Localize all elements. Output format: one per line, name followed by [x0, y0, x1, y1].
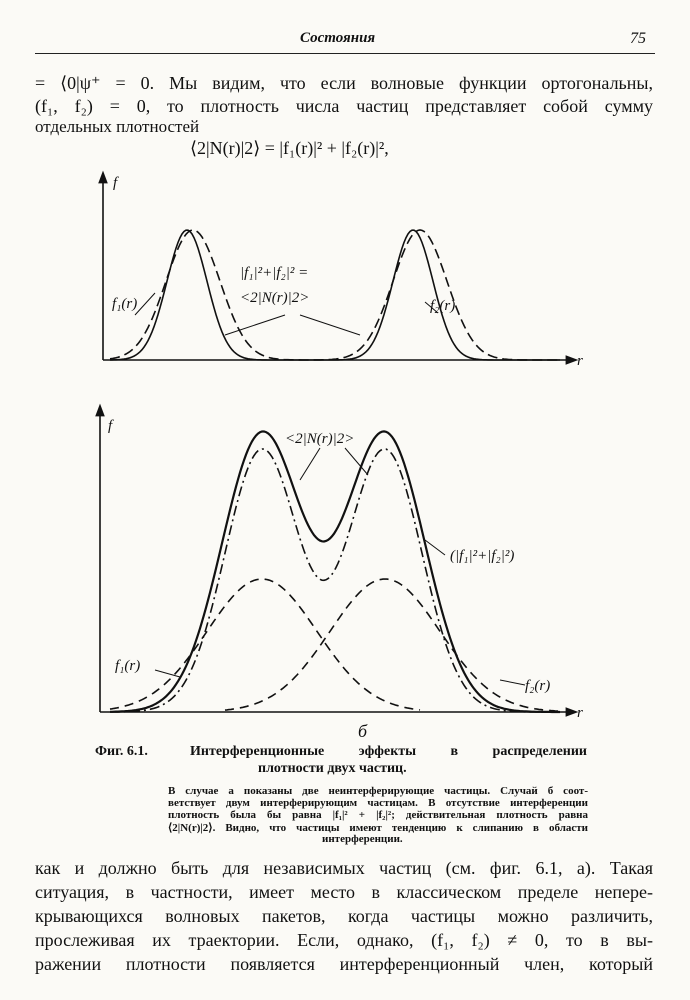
curve-label: f₁(r)	[112, 296, 137, 312]
curve-label: |f₁|²+|f₂|² =	[240, 265, 308, 281]
curve	[109, 578, 421, 711]
axis-label: r	[577, 705, 583, 721]
intro-line: (f₁, f₂) = 0, то плотность числа частиц …	[35, 96, 653, 116]
axis-label: r	[577, 353, 583, 369]
curve	[109, 229, 560, 361]
body-line: прослеживая их траектории. Если, однако,…	[35, 930, 653, 950]
curve-label: <2|N(r)|2>	[285, 431, 354, 447]
axis-label: f	[108, 418, 114, 434]
caption-number: Фиг. 6.1.	[95, 744, 148, 759]
intro-line: отдельных плотностей	[35, 117, 200, 136]
body-line: крывающихся волновых пакетов, когда част…	[35, 906, 653, 926]
curve-label: f₂(r)	[525, 678, 550, 694]
body-line: ражении плотности появляется интерференц…	[35, 954, 653, 974]
figure: f r f₁(r) f₂(r) |f₁|²+|f₂|² = <2|N(r)|2>…	[95, 170, 583, 741]
header-section: Состояния	[300, 30, 376, 46]
note-line: ветствует двум интерферирующим частицам.…	[168, 797, 588, 809]
header-rule	[35, 53, 655, 54]
caption: Интерференционные эффекты в распределени…	[190, 744, 587, 759]
curve	[110, 430, 560, 714]
curve-label: (|f₁|²+|f₂|²)	[450, 548, 514, 564]
note-line: ⟨2|N(r)|2⟩. Видно, что частицы имеют тен…	[168, 822, 588, 834]
curve-label: <2|N(r)|2>	[240, 290, 309, 306]
note-line: В случае а показаны две неинтерферирующи…	[168, 785, 588, 797]
page-number: 75	[630, 30, 646, 47]
curve	[110, 448, 560, 713]
body-line: как и должно быть для независимых частиц…	[35, 858, 653, 878]
axis-label: f	[113, 175, 119, 191]
curve-label: f₁(r)	[115, 658, 140, 674]
note-line: интерференции.	[322, 833, 403, 845]
curve	[224, 578, 560, 712]
curve-label: f₂(r)	[430, 298, 455, 314]
note-line: плотность была бы равна |f₁|² + |f₂|²; д…	[168, 809, 588, 821]
caption: плотности двух частиц.	[258, 761, 407, 776]
panel-label: б	[358, 721, 368, 741]
equation: ⟨2|N(r)|2⟩ = |f₁(r)|² + |f₂(r)|²,	[190, 138, 389, 158]
intro-line: = ⟨0|ψ⁺ = 0. Мы видим, что если волновые…	[35, 73, 653, 93]
body-line: ситуация, в частности, имеет место в кла…	[35, 882, 653, 902]
